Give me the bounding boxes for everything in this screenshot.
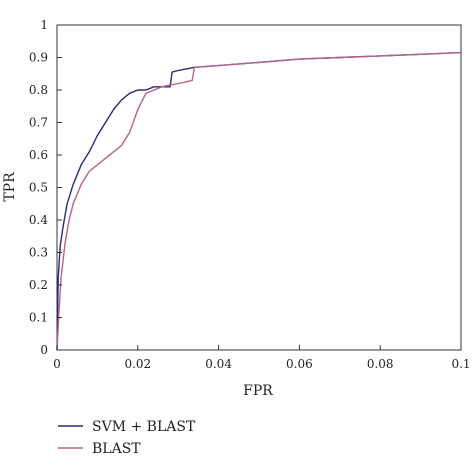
- legend: SVM + BLAST BLAST: [58, 419, 196, 457]
- y-tick-label: 0.7: [29, 116, 48, 130]
- x-tick-label: 0.1: [451, 357, 470, 371]
- series-line-blast: [56, 51, 462, 351]
- legend-label-svm-blast: SVM + BLAST: [92, 419, 196, 435]
- y-axis-title: TPR: [2, 172, 18, 202]
- x-tick-label: 0.06: [286, 357, 313, 371]
- x-tick-label: 0: [53, 357, 61, 371]
- ticks-layer: 0 0.02 0.04 0.06 0.08 0.1 0 0.1 0.2 0.3 0.4 0.5 0.6 0…: [29, 18, 471, 371]
- plot-frame: [56, 24, 462, 351]
- y-tick-label: 0.5: [29, 181, 48, 195]
- y-tick-label: 1: [40, 18, 48, 32]
- y-tick-label: 0.2: [29, 278, 48, 292]
- x-axis-title: FPR: [243, 383, 273, 399]
- legend-label-blast: BLAST: [92, 441, 141, 457]
- x-tick-label: 0.02: [124, 357, 151, 371]
- y-tick-label: 0.3: [29, 246, 48, 260]
- y-tick-label: 0.1: [29, 311, 48, 325]
- y-tick-label: 0.8: [29, 83, 48, 97]
- y-tick-label: 0.6: [29, 148, 48, 162]
- x-tick-label: 0.08: [367, 357, 394, 371]
- y-tick-label: 0.9: [29, 51, 48, 65]
- x-tick-label: 0.04: [205, 357, 232, 371]
- plot-area: [56, 24, 462, 351]
- series-layer: [56, 51, 462, 351]
- y-tick-label: 0: [40, 343, 48, 357]
- y-tick-label: 0.4: [29, 213, 48, 227]
